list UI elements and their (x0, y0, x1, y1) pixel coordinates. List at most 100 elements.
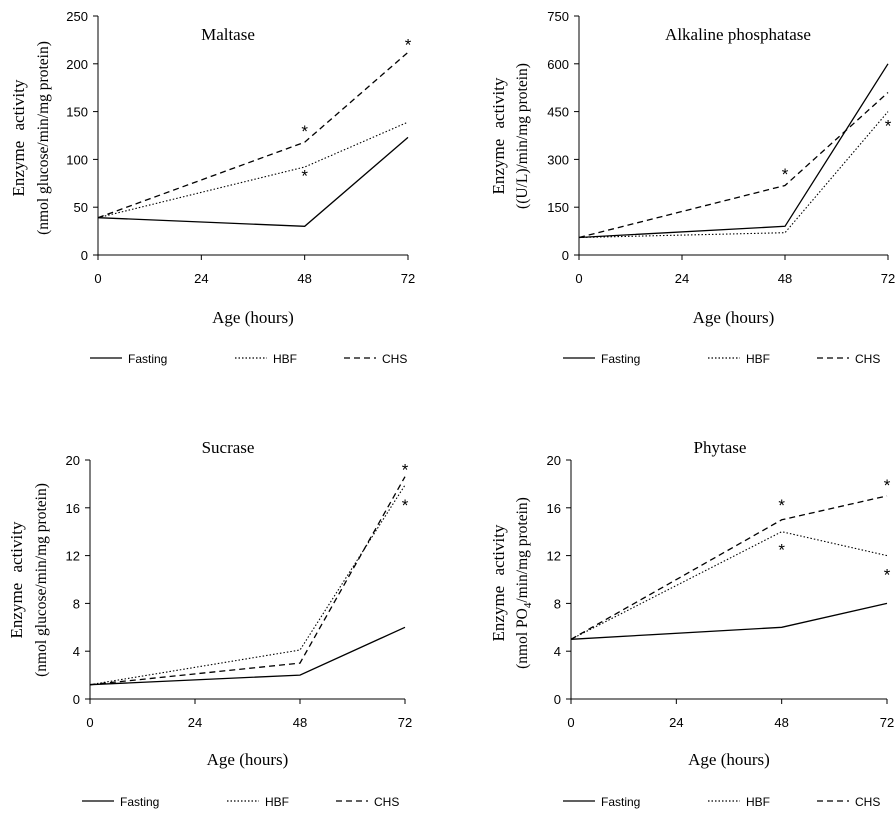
significance-marker: * (778, 540, 785, 559)
chart-panel-alkaline-phosphatase: 0 150 300 450 600 750 0 24 48 72 Alkaline phosphat… (489, 9, 895, 366)
legend-label-fasting: Fasting (128, 352, 167, 366)
series-line-chs (97, 51, 409, 219)
chart-title: Sucrase (202, 438, 255, 457)
y-tick-label: 0 (73, 692, 80, 707)
legend-label-hbf: HBF (273, 352, 297, 366)
x-tick-label: 48 (293, 715, 307, 730)
x-tick-label: 0 (575, 271, 582, 286)
x-tick-label: 24 (194, 271, 208, 286)
y-tick-label: 16 (66, 501, 80, 516)
series-line-hbf (97, 121, 409, 219)
y-tick-label: 50 (74, 200, 88, 215)
y-axis-label-line2: (nmol glucose/min/mg protein) (35, 41, 52, 235)
significance-marker: * (301, 167, 308, 186)
significance-marker: * (402, 496, 409, 515)
x-tick-label: 0 (86, 715, 93, 730)
y-axis-label-line2: ((U/L)/min/mg protein) (514, 63, 531, 209)
x-axis-label: Age (hours) (693, 308, 775, 327)
x-axis-label: Age (hours) (212, 308, 294, 327)
y-tick-label: 200 (66, 57, 88, 72)
legend-label-hbf: HBF (265, 795, 289, 809)
legend-label-chs: CHS (855, 795, 880, 809)
x-axis-label: Age (hours) (207, 750, 289, 769)
significance-marker: * (884, 476, 891, 495)
series-line-chs (89, 476, 406, 686)
significance-marker: * (778, 496, 785, 515)
y-tick-label: 300 (547, 152, 569, 167)
legend-label-hbf: HBF (746, 795, 770, 809)
x-tick-label: 24 (669, 715, 683, 730)
y-tick-label: 750 (547, 9, 569, 24)
series-line-chs (570, 495, 888, 640)
significance-marker: * (402, 460, 409, 479)
y-tick-label: 8 (554, 596, 561, 611)
x-tick-label: 24 (188, 715, 202, 730)
chart-title: Phytase (694, 438, 747, 457)
x-tick-label: 24 (675, 271, 689, 286)
y-tick-label: 100 (66, 152, 88, 167)
y-axis-label-line1: Enzyme activity (7, 521, 26, 638)
y-tick-label: 450 (547, 105, 569, 120)
x-tick-label: 0 (567, 715, 574, 730)
x-tick-label: 72 (881, 271, 895, 286)
x-tick-label: 48 (778, 271, 792, 286)
x-tick-label: 48 (774, 715, 788, 730)
y-tick-label: 4 (554, 644, 561, 659)
x-tick-label: 72 (401, 271, 415, 286)
y-axis-label-line1: Enzyme activity (9, 79, 28, 196)
significance-marker: * (782, 165, 789, 184)
series-line-hbf (570, 531, 888, 640)
x-tick-label: 72 (880, 715, 894, 730)
y-tick-label: 150 (547, 200, 569, 215)
legend-label-fasting: Fasting (601, 795, 640, 809)
legend-label-chs: CHS (374, 795, 399, 809)
legend: Fasting HBF CHS (563, 352, 880, 366)
series-line-fasting (570, 602, 888, 640)
y-tick-label: 20 (547, 453, 561, 468)
y-tick-label: 250 (66, 9, 88, 24)
chart-title: Maltase (201, 25, 255, 44)
y-tick-label: 0 (562, 248, 569, 263)
y-tick-label: 150 (66, 105, 88, 120)
y-axis-label-line1: Enzyme activity (489, 77, 508, 194)
y-tick-label: 8 (73, 596, 80, 611)
y-tick-label: 12 (66, 549, 80, 564)
y-axis-label-line2: (nmol glucose/min/mg protein) (33, 483, 50, 677)
legend-label-chs: CHS (855, 352, 880, 366)
chart-panel-maltase: 0 50 100 150 200 250 0 24 48 72 Maltase Age (hours)… (9, 9, 415, 366)
series-line-fasting (578, 63, 889, 239)
x-axis-label: Age (hours) (688, 750, 770, 769)
series-line-hbf (89, 484, 406, 686)
x-tick-label: 48 (297, 271, 311, 286)
series-line-hbf (578, 111, 889, 239)
series-line-chs (578, 92, 889, 239)
y-tick-label: 600 (547, 57, 569, 72)
legend: Fasting HBF CHS (82, 795, 399, 809)
x-tick-label: 72 (398, 715, 412, 730)
y-tick-label: 12 (547, 549, 561, 564)
series-line-fasting (97, 136, 409, 227)
significance-marker: * (885, 116, 892, 135)
legend-label-hbf: HBF (746, 352, 770, 366)
y-axis-label-line1: Enzyme activity (489, 524, 508, 641)
significance-marker: * (405, 36, 412, 55)
y-tick-label: 0 (554, 692, 561, 707)
series-line-fasting (89, 626, 406, 686)
significance-marker: * (301, 122, 308, 141)
y-axis-label-line2: (nmol PO4/min/mg protein) (514, 497, 534, 669)
legend: Fasting HBF CHS (563, 795, 880, 809)
legend-label-fasting: Fasting (120, 795, 159, 809)
y-tick-label: 4 (73, 644, 80, 659)
y-tick-label: 0 (81, 248, 88, 263)
chart-title: Alkaline phosphatase (665, 25, 811, 44)
y-tick-label: 16 (547, 501, 561, 516)
x-tick-label: 0 (94, 271, 101, 286)
y-tick-label: 20 (66, 453, 80, 468)
significance-marker: * (884, 566, 891, 585)
legend: Fasting HBF CHS (90, 352, 407, 366)
legend-label-fasting: Fasting (601, 352, 640, 366)
legend-label-chs: CHS (382, 352, 407, 366)
